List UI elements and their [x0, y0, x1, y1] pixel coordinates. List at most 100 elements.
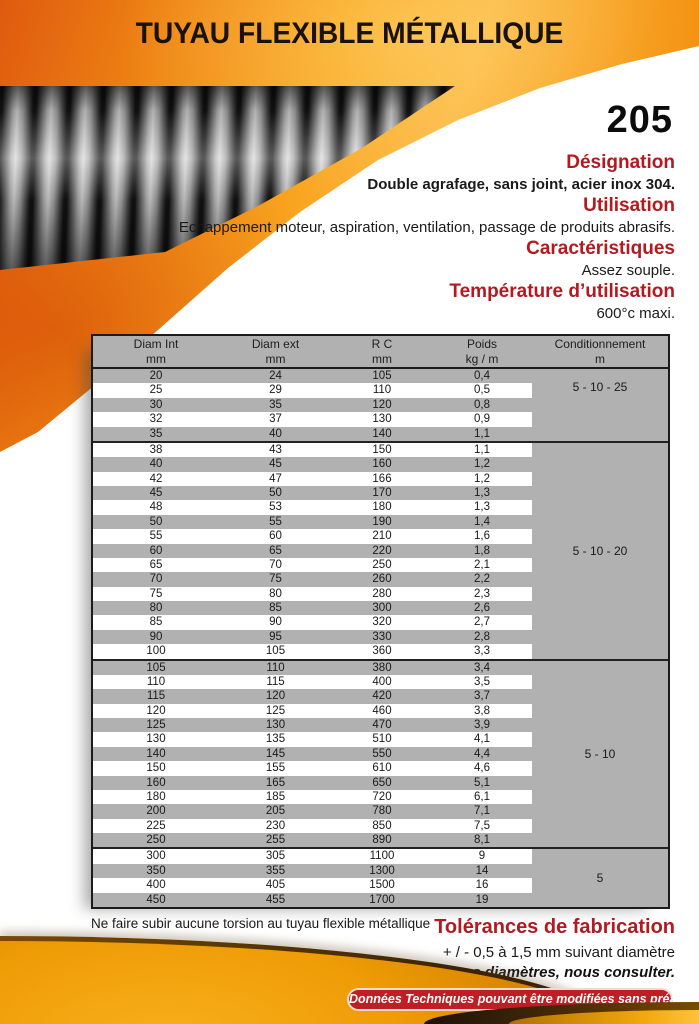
table-cell: 400 [372, 675, 392, 688]
table-row: 75 80 280 2,3 [93, 586, 532, 601]
table-row: 48 53 180 1,3 [93, 500, 532, 515]
table-row: 100 105 360 3,3 [93, 644, 532, 659]
table-cell: 140 [372, 427, 392, 440]
table-cell: 105 [265, 645, 286, 658]
table-cell: 890 [372, 834, 392, 846]
table-cell: 180 [146, 790, 166, 803]
table-cell: 250 [372, 558, 392, 571]
product-number: 205 [606, 99, 673, 141]
table-cell: 1,6 [474, 530, 490, 543]
table-group: 38 43 150 1,1 40 45 160 1,2 42 47 166 1,2 45 50 170 1,3… [93, 440, 668, 659]
table-cell: 165 [265, 776, 286, 789]
table-cell: 70 [269, 558, 282, 571]
table-cell: 470 [372, 719, 392, 731]
table-row: 35 40 140 1,1 [93, 426, 532, 441]
table-cell: 180 [372, 501, 392, 514]
table-cell: 130 [265, 719, 286, 731]
table-cell: 20 [149, 370, 163, 382]
table-cell: 160 [146, 776, 166, 789]
table-cell: 155 [265, 762, 286, 775]
table-row: 30 35 120 0,8 [93, 397, 532, 413]
table-cell: 1,1 [474, 443, 490, 456]
table-cell: 1,4 [474, 515, 490, 528]
table-cell: 95 [269, 630, 282, 643]
conditionnement-cell: 5 [532, 849, 668, 907]
table-cell: 360 [372, 645, 392, 658]
table-cell: 300 [372, 602, 392, 614]
table-row: 180 185 720 6,1 [93, 789, 532, 805]
table-cell: 305 [265, 850, 286, 863]
table-cell: 120 [372, 398, 392, 411]
table-cell: 260 [372, 573, 392, 586]
section-body-designation: Double agrafage, sans joint, acier inox … [367, 175, 675, 193]
column-header: Diam ext mm [251, 337, 300, 366]
table-cell: 190 [372, 515, 392, 528]
table-cell: 455 [265, 893, 286, 906]
table-cell: 105 [146, 661, 166, 674]
table-row: 50 55 190 1,4 [93, 514, 532, 530]
table-cell: 37 [269, 413, 282, 426]
table-cell: 16 [475, 879, 489, 892]
table-cell: 4,4 [474, 747, 490, 760]
table-cell: 80 [149, 602, 163, 614]
table-cell: 166 [372, 472, 392, 485]
table-cell: 4,1 [474, 733, 490, 746]
table-cell: 70 [149, 573, 163, 586]
table-cell: 130 [146, 733, 166, 746]
table-cell: 255 [265, 834, 286, 846]
table-row: 350 355 1300 14 [93, 863, 532, 879]
table-cell: 150 [146, 762, 166, 775]
table-cell: 420 [372, 690, 392, 703]
table-cell: 55 [269, 515, 282, 528]
table-row: 60 65 220 1,8 [93, 543, 532, 558]
table-cell: 225 [146, 819, 166, 832]
table-cell: 1,2 [474, 472, 490, 485]
table-cell: 8,1 [474, 834, 490, 846]
table-row: 80 85 300 2,6 [93, 601, 532, 616]
table-cell: 850 [372, 819, 392, 832]
table-cell: 280 [372, 587, 392, 600]
table-cell: 300 [146, 850, 166, 863]
table-cell: 85 [149, 616, 163, 629]
table-cell: 115 [146, 690, 166, 703]
table-cell: 14 [475, 864, 489, 877]
table-cell: 150 [372, 443, 392, 456]
conditionnement-cell: 5 - 10 [532, 660, 668, 848]
table-row: 160 165 650 5,1 [93, 775, 532, 790]
table-cell: 0,8 [474, 398, 490, 411]
column-header: Poids kg / m [465, 337, 499, 366]
table-cell: 1,8 [474, 544, 490, 557]
table-cell: 65 [149, 558, 163, 571]
table-cell: 510 [372, 733, 392, 746]
section-body-utilisation: Echappement moteur, aspiration, ventilat… [178, 218, 675, 236]
table-cell: 355 [265, 864, 286, 877]
table-cell: 0,4 [474, 370, 490, 382]
table-cell: 380 [372, 661, 392, 674]
table-cell: 170 [372, 487, 392, 499]
table-cell: 45 [149, 487, 163, 499]
tolerances-value: + / - 0,5 à 1,5 mm suivant diamètre [442, 944, 675, 961]
table-row: 150 155 610 4,6 [93, 761, 532, 776]
table-cell: 450 [146, 893, 166, 906]
table-row: 20 24 105 0,4 [93, 369, 532, 384]
table-cell: 9 [478, 850, 486, 863]
table-cell: 2,3 [474, 587, 490, 600]
table-cell: 145 [265, 747, 286, 760]
table-cell: 1,3 [474, 501, 490, 514]
table-cell: 330 [372, 630, 392, 643]
table-cell: 29 [269, 384, 282, 397]
table-cell: 2,2 [474, 573, 490, 586]
table-cell: 45 [269, 458, 282, 471]
table-cell: 125 [265, 704, 286, 717]
table-group: 20 24 105 0,4 25 29 110 0,5 30 35 120 0,8 32 37 130 0,9… [93, 369, 668, 441]
table-row: 25 29 110 0,5 [93, 383, 532, 398]
table-cell: 90 [149, 630, 163, 643]
table-cell: 130 [372, 413, 392, 426]
table-cell: 160 [372, 458, 392, 471]
table-row: 70 75 260 2,2 [93, 572, 532, 587]
table-cell: 0,5 [474, 384, 490, 397]
table-cell: 3,8 [474, 704, 490, 717]
table-cell: 6,1 [474, 790, 490, 803]
